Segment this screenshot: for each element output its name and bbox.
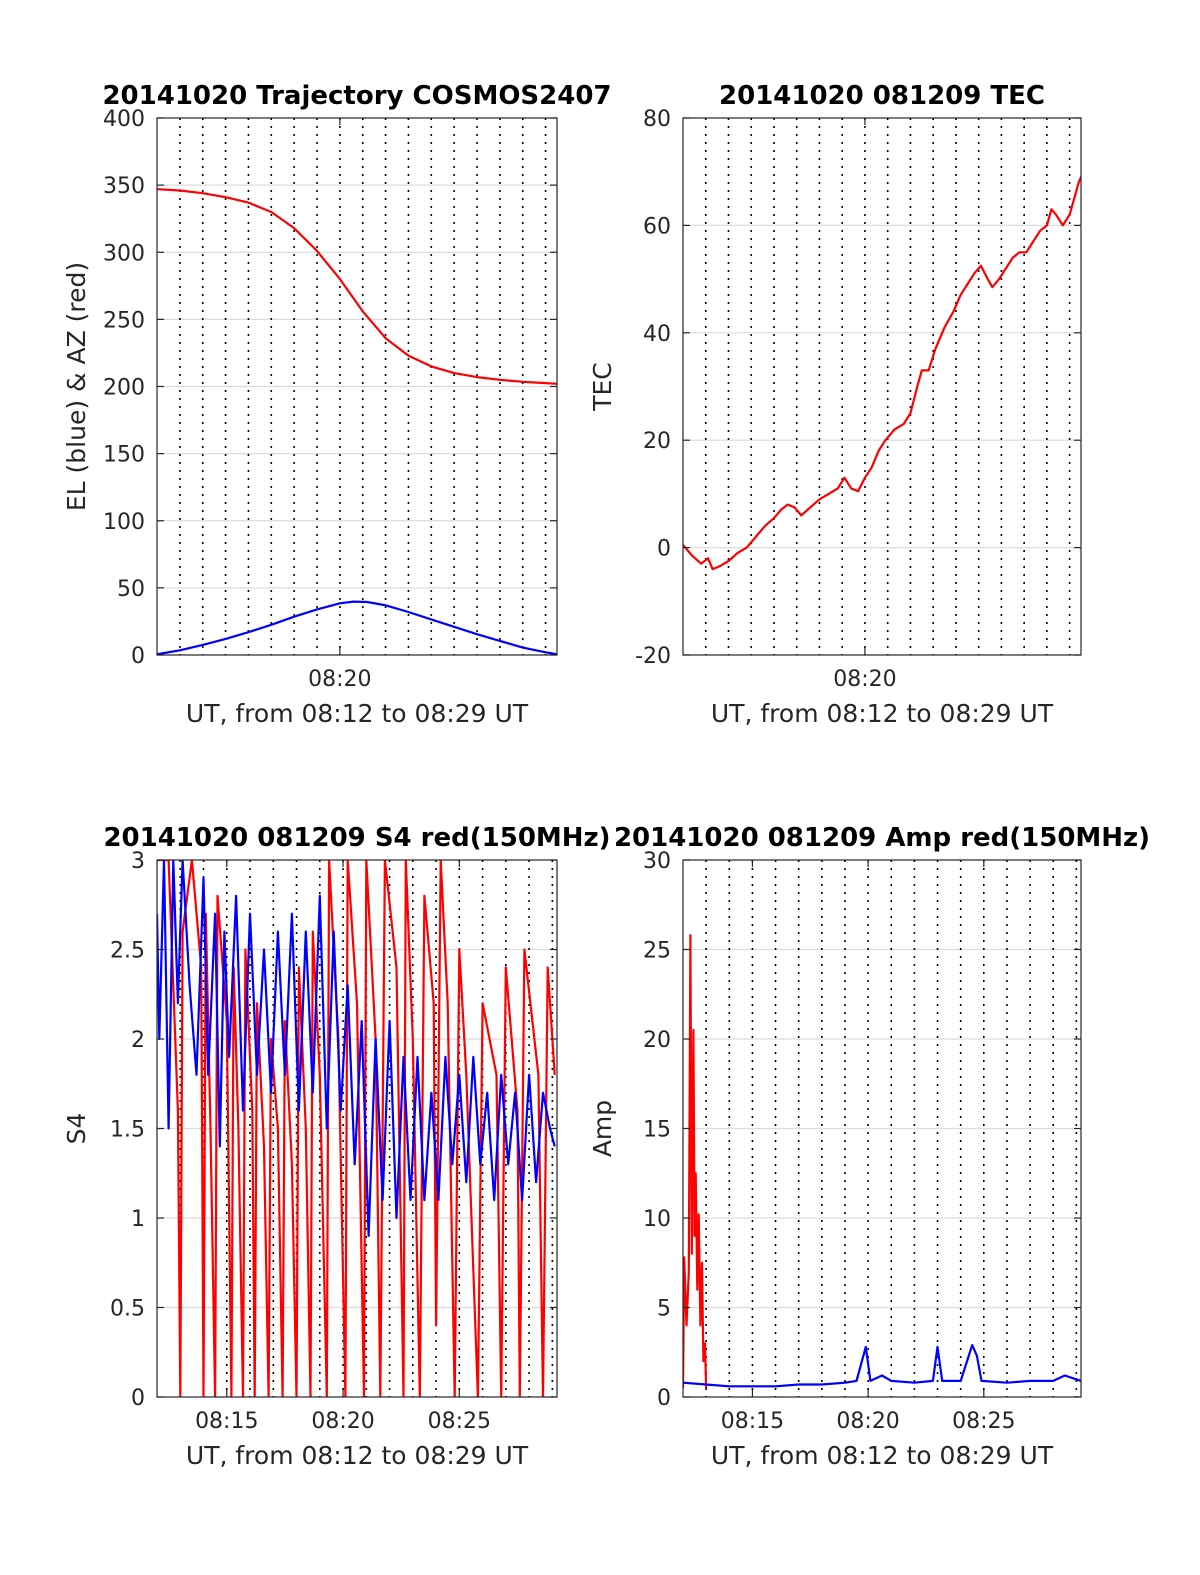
- y-tick-label: 1.5: [110, 1118, 145, 1143]
- y-tick-label: 0.5: [110, 1297, 145, 1322]
- y-tick-label: -20: [635, 644, 671, 669]
- y-tick-label: 2.5: [110, 939, 145, 964]
- y-tick-label: 40: [643, 322, 671, 347]
- y-tick-label: 10: [643, 1207, 671, 1232]
- subplot-s4: 0 0.5 1 1.5 2 2.5 3 08:15 08:20 08:25 20141020 081…: [62, 823, 611, 1470]
- series-group: [157, 188, 557, 655]
- series-line: [157, 860, 556, 1397]
- y-axis-label: EL (blue) & AZ (red): [62, 262, 91, 511]
- plot-frame: [682, 117, 1082, 656]
- y-axis-label: Amp: [588, 1100, 617, 1157]
- y-tick-label: 300: [103, 241, 145, 266]
- y-tick-label: 0: [657, 537, 671, 562]
- y-tick-label: 60: [643, 214, 671, 239]
- series-group: [683, 934, 1081, 1389]
- y-tick-label: 80: [643, 107, 671, 132]
- chart-title: 20141020 081209 TEC: [719, 81, 1045, 111]
- x-tick-label: 08:15: [721, 1409, 784, 1434]
- y-tick-label: 400: [103, 107, 145, 132]
- x-tick-label: 08:20: [833, 667, 896, 692]
- y-tick-label: 250: [103, 308, 145, 333]
- y-tick-label: 350: [103, 174, 145, 199]
- series-line: [683, 934, 708, 1389]
- y-axis-label: TEC: [588, 362, 617, 412]
- series-line: [683, 174, 1081, 571]
- subplot-tec: -20 0 20 40 60 80 08:20 20141020 081209 TEC UT, …: [588, 81, 1082, 728]
- series-group: [157, 860, 556, 1397]
- y-tick-label: 0: [131, 1386, 145, 1411]
- subplot-trajectory: 0 50 100 150 200 250 300 350 400 08:20 20141020 Tr…: [62, 81, 612, 728]
- x-axis-label: UT, from 08:12 to 08:29 UT: [186, 1441, 529, 1470]
- series-line: [157, 600, 557, 655]
- y-tick-label: 20: [643, 429, 671, 454]
- y-tick-label: 20: [643, 1028, 671, 1053]
- x-axis-label: UT, from 08:12 to 08:29 UT: [711, 1441, 1054, 1470]
- x-axis-label: UT, from 08:12 to 08:29 UT: [711, 699, 1054, 728]
- chart-title: 20141020 081209 S4 red(150MHz): [103, 823, 610, 853]
- y-tick-label: 5: [657, 1297, 671, 1322]
- subplot-amp: 0 5 10 15 20 25 30 08:15 08:20 08:25 20141020 0812…: [588, 823, 1150, 1470]
- series-line: [157, 188, 557, 385]
- y-tick-label: 3: [131, 849, 145, 874]
- series-group: [683, 174, 1081, 571]
- chart-title: 20141020 Trajectory COSMOS2407: [102, 81, 611, 111]
- y-tick-label: 1: [131, 1207, 145, 1232]
- y-tick-label: 100: [103, 510, 145, 535]
- y-tick-label: 150: [103, 443, 145, 468]
- x-tick-label: 08:25: [952, 1409, 1015, 1434]
- chart-title: 20141020 081209 Amp red(150MHz): [614, 823, 1150, 853]
- y-tick-label: 0: [657, 1386, 671, 1411]
- y-tick-label: 30: [643, 849, 671, 874]
- x-axis-label: UT, from 08:12 to 08:29 UT: [186, 699, 529, 728]
- y-tick-label: 25: [643, 939, 671, 964]
- y-axis-label: S4: [62, 1113, 91, 1145]
- y-tick-label: 50: [117, 577, 145, 602]
- y-tick-label: 2: [131, 1028, 145, 1053]
- y-tick-label: 200: [103, 376, 145, 401]
- x-tick-label: 08:25: [428, 1409, 491, 1434]
- y-tick-label: 15: [643, 1118, 671, 1143]
- x-tick-label: 08:20: [311, 1409, 374, 1434]
- y-tick-label: 0: [131, 644, 145, 669]
- x-tick-label: 08:15: [195, 1409, 258, 1434]
- x-tick-label: 08:20: [308, 667, 371, 692]
- x-tick-label: 08:20: [836, 1409, 899, 1434]
- series-line: [157, 860, 556, 1238]
- series-line: [683, 1343, 1081, 1388]
